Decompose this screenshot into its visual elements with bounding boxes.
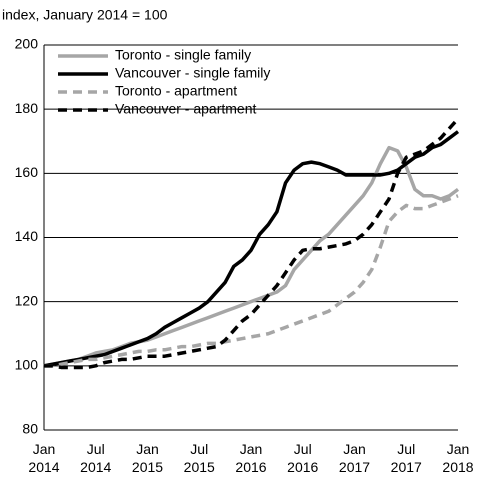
y-tick-label: 160 [15,164,39,180]
legend-label: Toronto - single family [115,47,251,63]
y-tick-label: 120 [15,292,39,308]
x-tick-label: Jan 2018 [442,441,473,475]
series-line [43,130,460,368]
y-tick-label: 200 [15,36,39,52]
x-tick-label: Jul 2015 [184,441,215,475]
x-tick-label: Jan 2015 [132,441,163,475]
y-tick-label: 140 [15,228,39,244]
legend-label: Toronto - apartment [115,83,237,99]
x-tick-label: Jul 2017 [391,441,422,475]
x-tick-label: Jan 2014 [28,441,59,475]
x-tick-label: Jul 2014 [80,441,111,475]
x-tick-label: Jan 2017 [339,441,370,475]
series-line [44,117,460,370]
x-tick-label: Jan 2016 [235,441,266,475]
series-line [44,194,459,368]
y-tick-label: 80 [22,421,38,437]
legend-label: Vancouver - single family [115,65,270,81]
chart-title: index, January 2014 = 100 [2,7,168,23]
legend-label: Vancouver - apartment [115,101,256,117]
series-line [43,145,460,368]
x-tick-label: Jul 2016 [287,441,318,475]
y-tick-label: 100 [15,357,39,373]
y-tick-label: 180 [15,100,39,116]
